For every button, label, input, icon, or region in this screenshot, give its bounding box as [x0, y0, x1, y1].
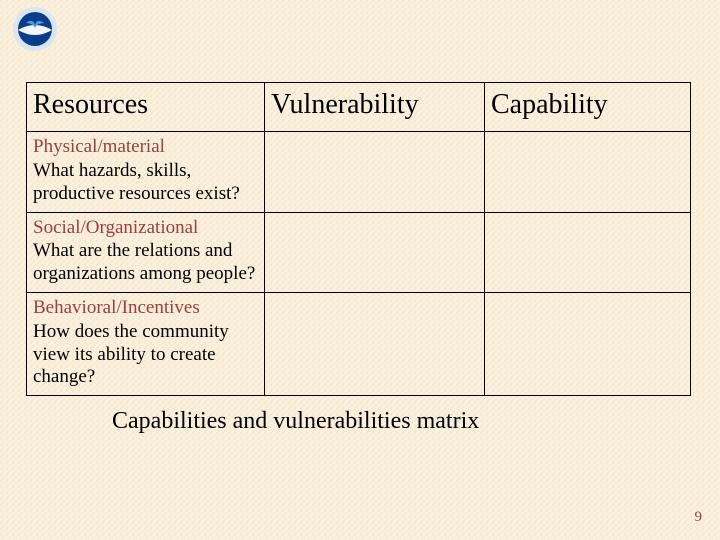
col-header-vulnerability: Vulnerability: [265, 83, 485, 132]
slide-content: Resources Vulnerability Capability Physi…: [16, 8, 704, 435]
table-row: Social/Organizational What are the relat…: [27, 212, 691, 292]
row-desc: What hazards, skills, productive resourc…: [33, 160, 258, 206]
matrix-caption: Capabilities and vulnerabilities matrix: [112, 408, 704, 435]
cell-empty: [485, 132, 691, 212]
cell-empty: [485, 292, 691, 395]
row-label-physical: Physical/material What hazards, skills, …: [27, 132, 265, 212]
row-label-behavioral: Behavioral/Incentives How does the commu…: [27, 292, 265, 395]
cell-empty: [265, 212, 485, 292]
row-title: Behavioral/Incentives: [33, 297, 258, 320]
page-number: 9: [695, 509, 703, 526]
col-header-resources: Resources: [27, 83, 265, 132]
slide: Resources Vulnerability Capability Physi…: [0, 0, 720, 540]
table-row: Behavioral/Incentives How does the commu…: [27, 292, 691, 395]
row-label-social: Social/Organizational What are the relat…: [27, 212, 265, 292]
table-row: Physical/material What hazards, skills, …: [27, 132, 691, 212]
cell-empty: [265, 132, 485, 212]
row-title: Physical/material: [33, 136, 258, 159]
noaa-logo-icon: [12, 6, 58, 52]
row-desc: How does the community view its ability …: [33, 321, 258, 389]
col-header-capability: Capability: [485, 83, 691, 132]
row-desc: What are the relations and organizations…: [33, 240, 258, 286]
row-title: Social/Organizational: [33, 217, 258, 240]
cell-empty: [265, 292, 485, 395]
table-header-row: Resources Vulnerability Capability: [27, 83, 691, 132]
matrix-table: Resources Vulnerability Capability Physi…: [26, 82, 691, 396]
cell-empty: [485, 212, 691, 292]
